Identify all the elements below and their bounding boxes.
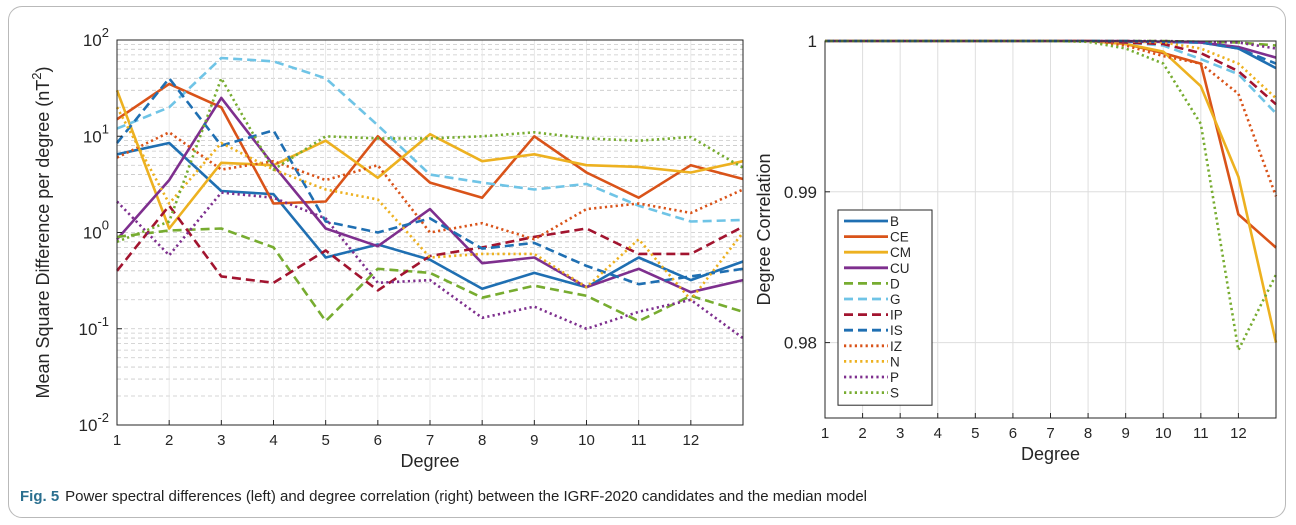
x-tick-label: 10 <box>1155 425 1172 442</box>
figure-caption: Fig. 5 Power spectral differences (left) … <box>20 488 867 505</box>
legend-label-n: N <box>890 354 900 369</box>
caption-label: Fig. 5 <box>20 488 60 505</box>
legend-label-cu: CU <box>890 261 910 276</box>
x-tick-label: 3 <box>217 432 225 449</box>
x-tick-label: 12 <box>682 432 699 449</box>
series-line-n <box>115 106 745 302</box>
legend-box <box>837 209 933 406</box>
series-line-iz <box>825 39 1278 197</box>
y-axis-label: Mean Square Difference per degree (nT2) <box>29 66 53 398</box>
x-tick-label: 8 <box>478 432 486 449</box>
x-tick-label: 2 <box>165 432 173 449</box>
x-tick-label: 5 <box>971 425 979 442</box>
x-tick-label: 12 <box>1230 425 1247 442</box>
y-tick-label: 0.99 <box>784 183 817 202</box>
legend-label-cm: CM <box>890 245 911 260</box>
y-axis: 0.98 0.99 1 Degree Correlation <box>754 32 830 353</box>
series-line-iz <box>116 131 744 241</box>
series-line-ce <box>116 82 744 205</box>
y-tick-label: 102 <box>83 25 109 50</box>
x-axis-label: Degree <box>1021 444 1080 464</box>
y-tick-label: 10-1 <box>79 314 109 339</box>
x-tick-label: 8 <box>1084 425 1092 442</box>
legend-label-g: G <box>890 292 901 307</box>
caption-text: Power spectral differences (left) and de… <box>65 488 868 505</box>
y-tick-label: 100 <box>83 218 109 243</box>
x-tick-label: 4 <box>269 432 277 449</box>
x-tick-label: 9 <box>1121 425 1129 442</box>
x-tick-label: 4 <box>934 425 942 442</box>
x-tick-label: 10 <box>578 432 595 449</box>
series-lines <box>115 56 745 340</box>
series-line-d <box>116 227 744 323</box>
legend-label-iz: IZ <box>890 339 902 354</box>
series-line-cu <box>116 96 744 294</box>
grid <box>116 40 743 426</box>
series-line-is <box>115 77 744 286</box>
x-tick-label: 2 <box>858 425 866 442</box>
legend-label-s: S <box>890 386 899 401</box>
legend-label-b: B <box>890 214 899 229</box>
legend-label-p: P <box>890 370 899 385</box>
x-tick-label: 1 <box>821 425 829 442</box>
y-tick-label: 1 <box>808 32 817 51</box>
y-tick-label: 10-2 <box>79 410 109 435</box>
series-line-g <box>116 56 744 223</box>
series-line-b <box>116 141 744 291</box>
chart-power-spectra: 1 2 3 4 5 6 7 8 9 10 11 12Degree10-210-1100101102Me… <box>29 25 745 471</box>
x-tick-label: 11 <box>631 432 647 449</box>
legend-label-ce: CE <box>890 230 909 245</box>
series-line-cm <box>115 89 744 230</box>
legend-label-ip: IP <box>890 308 903 323</box>
x-tick-label: 7 <box>426 432 434 449</box>
y-tick-label: 101 <box>83 121 109 146</box>
x-tick-label: 9 <box>530 432 538 449</box>
x-axis-label: Degree <box>400 451 459 471</box>
series-line-p <box>116 191 744 340</box>
y-axis: 10-2 10-1 100 101 102 Mean Square Difference … <box>29 25 122 435</box>
legend-label-is: IS <box>890 323 903 338</box>
x-tick-label: 6 <box>1009 425 1017 442</box>
legend-label-d: D <box>890 276 900 291</box>
y-axis-label: Degree Correlation <box>754 153 774 305</box>
x-tick-label: 5 <box>321 432 329 449</box>
x-tick-label: 11 <box>1193 425 1209 442</box>
x-tick-label: 6 <box>374 432 382 449</box>
y-tick-label: 0.98 <box>784 334 817 353</box>
x-tick-label: 1 <box>113 432 121 449</box>
x-tick-label: 7 <box>1046 425 1054 442</box>
x-tick-label: 3 <box>896 425 904 442</box>
